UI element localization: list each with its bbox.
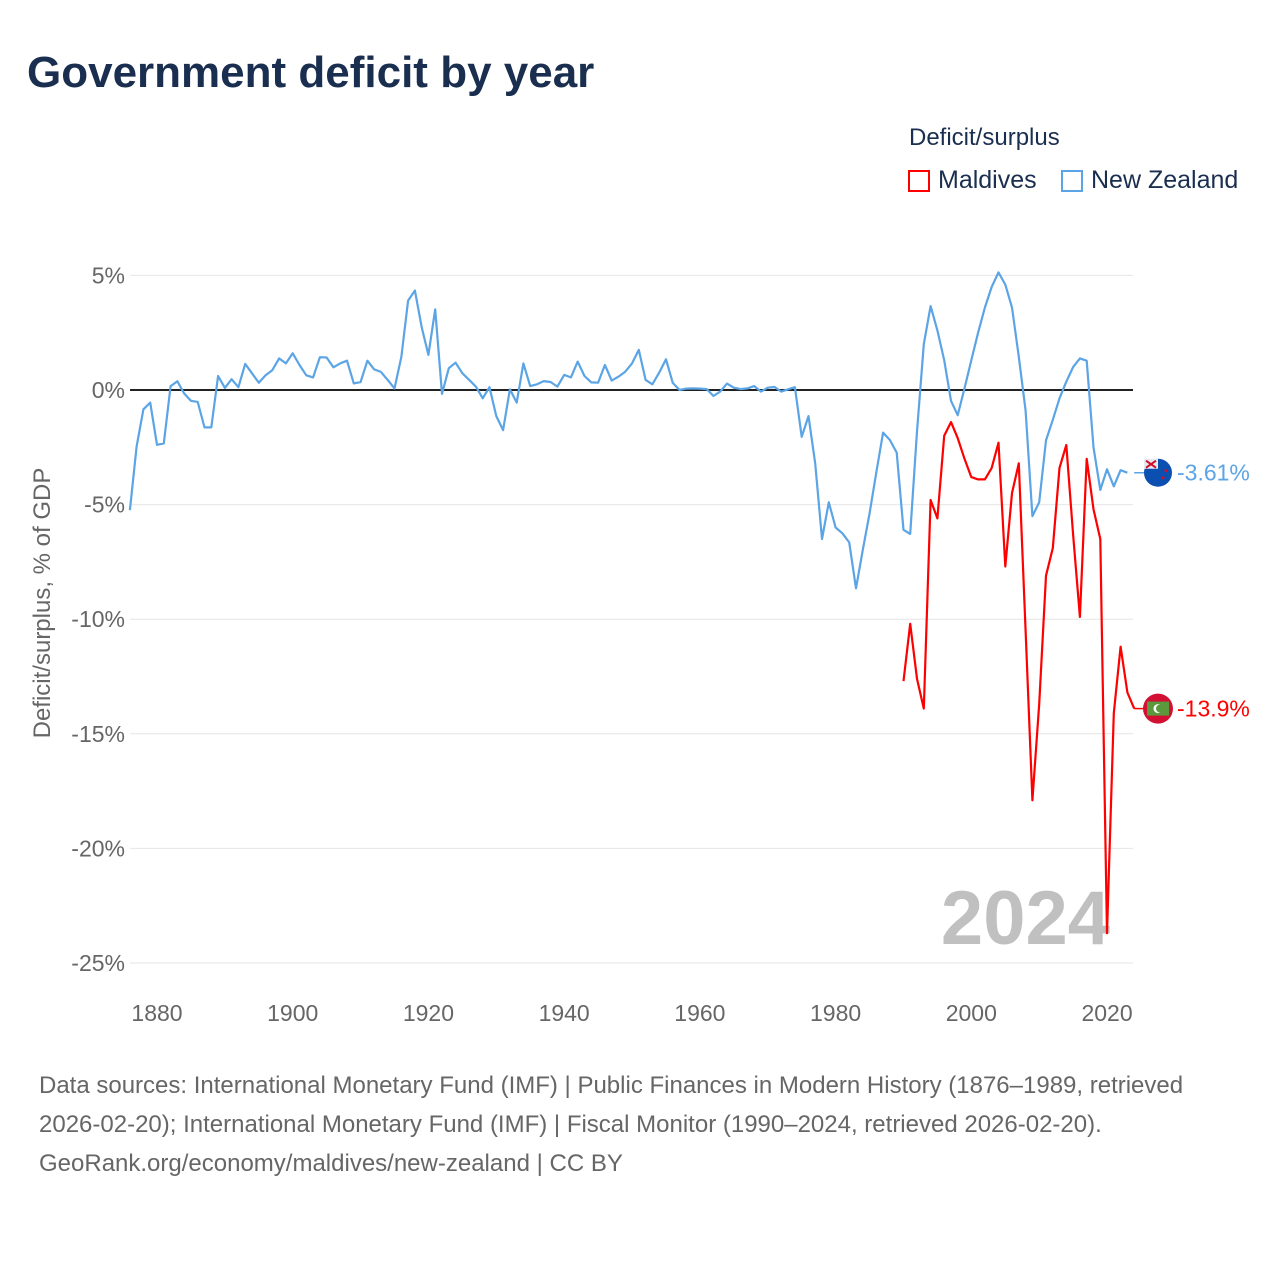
y-tick-label: -15% xyxy=(71,721,125,747)
x-tick-label: 2020 xyxy=(1081,1000,1132,1026)
flag-new-zealand-icon xyxy=(1144,458,1172,487)
x-tick-label: 2000 xyxy=(946,1000,997,1026)
y-tick-label: 0% xyxy=(92,377,125,403)
series-line-maldives xyxy=(902,421,1136,935)
legend-item-new-zealand[interactable]: New Zealand xyxy=(1061,166,1238,195)
year-watermark: 2024 xyxy=(941,876,1110,961)
x-tick-label: 1960 xyxy=(674,1000,725,1026)
y-tick-label: -5% xyxy=(84,492,125,518)
flag-cross xyxy=(1145,459,1157,469)
y-tick-label: 5% xyxy=(92,262,125,288)
credit-link[interactable]: GeoRank.org/economy/maldives/new-zealand… xyxy=(39,1150,623,1177)
end-label-new-zealand: -3.61% xyxy=(1177,460,1250,486)
flag-star xyxy=(1164,469,1168,473)
y-tick-label: -20% xyxy=(71,835,125,861)
x-tick-label: 1880 xyxy=(131,1000,182,1026)
data-sources: Data sources: International Monetary Fun… xyxy=(39,1072,1184,1138)
flag-maldives-icon xyxy=(1143,693,1173,724)
x-tick-label: 1900 xyxy=(267,1000,318,1026)
x-tick-label: 1920 xyxy=(403,1000,454,1026)
y-axis-label: Deficit/surplus, % of GDP xyxy=(29,468,56,739)
flag-crescent-cut xyxy=(1156,704,1164,713)
legend-title: Deficit/surplus xyxy=(909,124,1060,151)
footer: Data sources: International Monetary Fun… xyxy=(39,1066,1239,1183)
y-tick-label: -10% xyxy=(71,606,125,632)
x-tick-label: 1940 xyxy=(539,1000,590,1026)
chart-title: Government deficit by year xyxy=(27,48,595,97)
legend-swatch-maldives xyxy=(908,169,930,192)
legend-swatch-new-zealand xyxy=(1061,169,1083,192)
x-tick-label: 1980 xyxy=(810,1000,861,1026)
series-line-new-zealand xyxy=(128,271,1128,590)
legend-label-maldives: Maldives xyxy=(938,166,1037,194)
legend-label-new-zealand: New Zealand xyxy=(1091,166,1239,194)
flag-star xyxy=(1161,476,1165,480)
end-label-maldives: -13.9% xyxy=(1177,696,1250,722)
legend-item-maldives[interactable]: Maldives xyxy=(908,166,1037,195)
y-tick-label: -25% xyxy=(71,950,125,976)
